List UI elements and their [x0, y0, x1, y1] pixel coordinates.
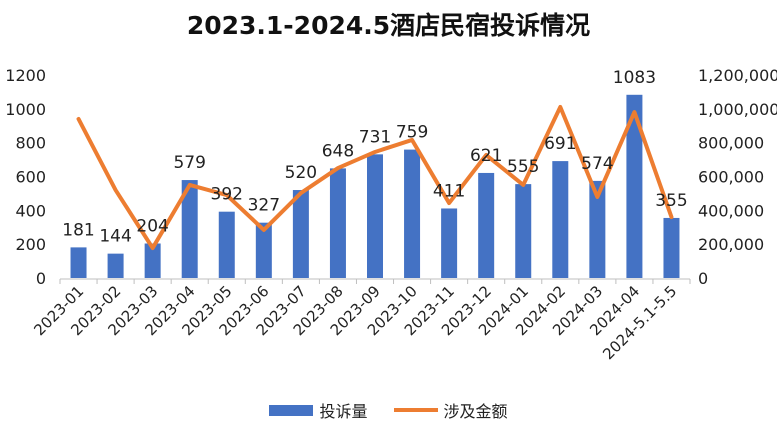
bar — [329, 168, 346, 278]
bar — [292, 190, 309, 278]
data-label: 731 — [359, 127, 391, 147]
data-label: 555 — [507, 157, 539, 177]
chart-title: 2023.1-2024.5酒店民宿投诉情况 — [186, 11, 591, 40]
bar — [552, 161, 569, 278]
left-tick-label: 1200 — [5, 66, 46, 85]
bar — [367, 154, 383, 278]
left-tick-label: 800 — [15, 134, 46, 153]
right-tick-label: 1,200,000 — [698, 66, 777, 85]
bar — [144, 243, 161, 278]
bar — [515, 184, 532, 278]
data-label: 1083 — [613, 68, 656, 88]
data-label: 204 — [136, 216, 168, 236]
legend-label: 投诉量 — [319, 402, 368, 421]
data-label: 181 — [62, 220, 94, 240]
legend-item-complaints: 投诉量 — [269, 398, 368, 422]
bar — [626, 94, 643, 278]
right-tick-label: 1,000,000 — [698, 100, 777, 119]
bar — [255, 222, 272, 278]
data-label: 144 — [99, 227, 131, 247]
bar — [404, 149, 421, 278]
right-tick-label: 200,000 — [698, 235, 764, 254]
bar — [441, 208, 458, 278]
bar — [663, 217, 680, 278]
data-label: 574 — [581, 154, 613, 174]
legend-swatch-line — [393, 408, 438, 412]
left-tick-label: 0 — [36, 269, 46, 288]
data-label: 691 — [544, 134, 576, 154]
left-tick-label: 400 — [15, 201, 46, 220]
right-tick-label: 800,000 — [698, 134, 764, 153]
data-label: 579 — [173, 153, 205, 173]
legend-item-amount: 涉及金额 — [393, 398, 508, 422]
legend: 投诉量 涉及金额 — [0, 398, 777, 422]
data-label: 621 — [470, 146, 502, 166]
data-label: 355 — [655, 191, 687, 211]
data-label: 648 — [322, 141, 354, 161]
bar — [181, 180, 198, 278]
right-tick-label: 400,000 — [698, 201, 764, 220]
data-label: 520 — [285, 163, 317, 183]
right-tick-label: 600,000 — [698, 168, 764, 187]
bar — [70, 247, 87, 278]
data-label: 759 — [396, 123, 428, 143]
left-tick-label: 600 — [15, 168, 46, 187]
legend-label: 涉及金额 — [443, 402, 508, 421]
bar — [478, 172, 495, 278]
legend-swatch-bar — [269, 404, 314, 416]
left-tick-label: 200 — [15, 235, 46, 254]
bar — [218, 211, 235, 278]
right-tick-label: 0 — [698, 269, 708, 288]
data-label: 411 — [433, 181, 465, 201]
bar — [589, 180, 606, 278]
data-label: 392 — [211, 185, 243, 205]
data-label: 327 — [248, 196, 280, 216]
left-tick-label: 1000 — [5, 100, 46, 119]
bar — [107, 253, 124, 278]
